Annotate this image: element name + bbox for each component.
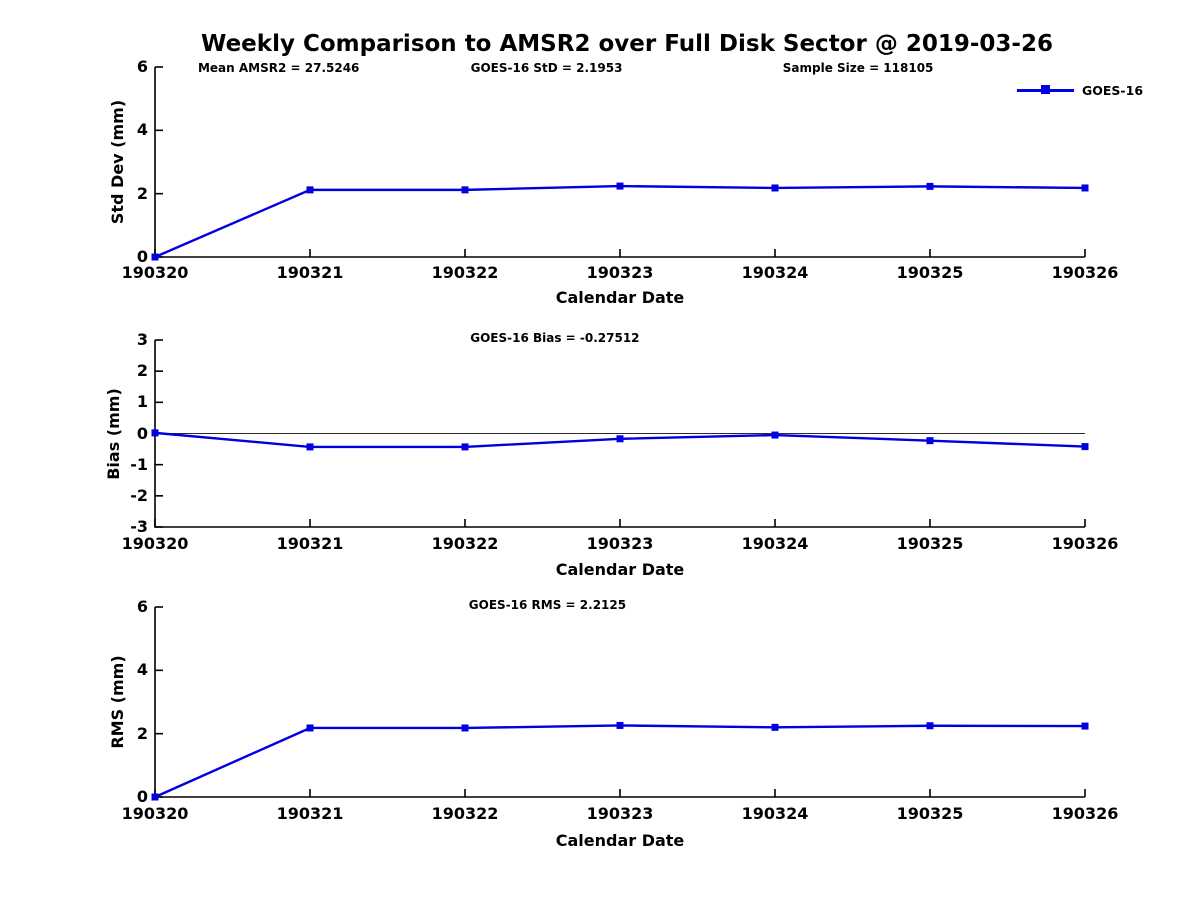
rms-y-axis-label: RMS (mm) bbox=[108, 655, 127, 749]
x-tick-label: 190325 bbox=[896, 534, 964, 553]
data-point-marker bbox=[461, 186, 469, 194]
data-point-marker bbox=[306, 186, 314, 194]
data-point-marker bbox=[926, 437, 934, 445]
data-point-marker bbox=[616, 182, 624, 190]
x-tick-label: 190323 bbox=[586, 804, 654, 823]
y-tick-label: 6 bbox=[136, 57, 148, 76]
annotation-sample-size: Sample Size = 118105 bbox=[782, 61, 934, 75]
x-tick-label: 190325 bbox=[896, 804, 964, 823]
data-line bbox=[154, 184, 1086, 259]
data-point-marker bbox=[771, 431, 779, 439]
data-point-marker bbox=[771, 723, 779, 731]
x-tick-label: 190321 bbox=[276, 263, 344, 282]
x-tick-label: 190325 bbox=[896, 263, 964, 282]
y-tick-label: 4 bbox=[136, 660, 148, 680]
data-point-marker bbox=[461, 443, 469, 451]
y-tick-label: 2 bbox=[136, 183, 148, 203]
data-point-marker bbox=[926, 722, 934, 730]
data-point-marker bbox=[461, 724, 469, 732]
stddev-x-axis-label: Calendar Date bbox=[555, 288, 685, 307]
legend-square-marker-icon bbox=[1041, 85, 1050, 94]
x-tick-label: 190324 bbox=[741, 804, 809, 823]
data-point-marker bbox=[151, 429, 159, 437]
bias-x-axis-label: Calendar Date bbox=[555, 560, 685, 579]
rms-x-axis-label: Calendar Date bbox=[555, 831, 685, 850]
x-tick-label: 190320 bbox=[121, 534, 189, 553]
y-tick-label: 3 bbox=[136, 330, 148, 349]
data-point-marker bbox=[616, 721, 624, 729]
data-point-marker bbox=[151, 793, 159, 801]
x-tick-label: 190321 bbox=[276, 534, 344, 553]
y-tick-label: -1 bbox=[130, 454, 148, 474]
x-tick-label: 190324 bbox=[741, 263, 809, 282]
annotation-goes16-std: GOES-16 StD = 2.1953 bbox=[470, 61, 623, 75]
data-point-marker bbox=[1081, 184, 1089, 192]
y-tick-label: -2 bbox=[130, 485, 148, 505]
y-tick-label: 0 bbox=[136, 787, 148, 806]
data-line bbox=[154, 724, 1086, 799]
annotation-goes16-rms: GOES-16 RMS = 2.2125 bbox=[468, 598, 627, 612]
legend-label: GOES-16 bbox=[1082, 83, 1144, 98]
data-point-marker bbox=[1081, 722, 1089, 730]
figure-title: Weekly Comparison to AMSR2 over Full Dis… bbox=[201, 31, 1053, 57]
x-tick-label: 190322 bbox=[431, 534, 499, 553]
y-tick-label: 2 bbox=[136, 723, 148, 743]
y-tick-label: 0 bbox=[136, 423, 148, 443]
x-tick-label: 190326 bbox=[1051, 263, 1119, 282]
x-tick-label: 190320 bbox=[121, 263, 189, 282]
y-tick-label: 0 bbox=[136, 247, 148, 266]
y-tick-label: 1 bbox=[136, 392, 148, 412]
x-tick-label: 190322 bbox=[431, 263, 499, 282]
data-point-marker bbox=[306, 724, 314, 732]
x-tick-label: 190323 bbox=[586, 534, 654, 553]
y-tick-label: -3 bbox=[130, 517, 148, 536]
x-tick-label: 190326 bbox=[1051, 534, 1119, 553]
data-point-marker bbox=[771, 184, 779, 192]
axis-lines bbox=[154, 67, 1085, 258]
x-tick-label: 190321 bbox=[276, 804, 344, 823]
stddev-y-axis-label: Std Dev (mm) bbox=[108, 99, 127, 225]
legend: GOES-16 bbox=[1012, 82, 1157, 98]
axis-lines bbox=[154, 607, 1085, 798]
x-tick-label: 190320 bbox=[121, 804, 189, 823]
x-tick-label: 190323 bbox=[586, 263, 654, 282]
annotation-mean-amsr2: Mean AMSR2 = 27.5246 bbox=[197, 61, 360, 75]
data-point-marker bbox=[616, 435, 624, 443]
y-tick-label: 2 bbox=[136, 361, 148, 381]
data-point-marker bbox=[151, 253, 159, 261]
data-point-marker bbox=[926, 182, 934, 190]
x-tick-label: 190326 bbox=[1051, 804, 1119, 823]
data-point-marker bbox=[306, 443, 314, 451]
annotation-goes16-bias: GOES-16 Bias = -0.27512 bbox=[470, 331, 640, 345]
x-tick-label: 190324 bbox=[741, 534, 809, 553]
y-tick-label: 6 bbox=[136, 597, 148, 616]
data-point-marker bbox=[1081, 443, 1089, 451]
x-tick-label: 190322 bbox=[431, 804, 499, 823]
y-tick-label: 4 bbox=[136, 120, 148, 140]
